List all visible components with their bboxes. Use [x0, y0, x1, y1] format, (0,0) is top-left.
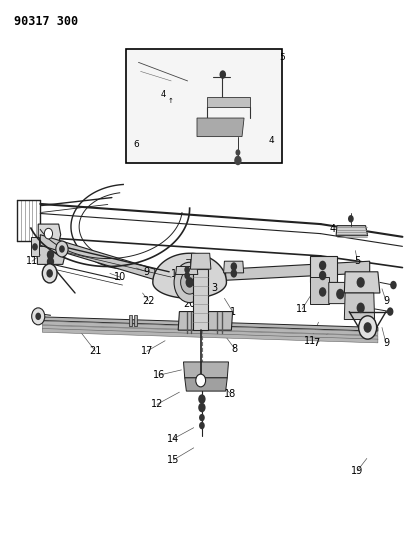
- Circle shape: [234, 156, 241, 165]
- Text: 16: 16: [153, 370, 165, 380]
- Text: 22: 22: [143, 296, 155, 306]
- Circle shape: [358, 316, 377, 339]
- Polygon shape: [207, 97, 250, 108]
- Polygon shape: [42, 325, 378, 340]
- Circle shape: [42, 264, 57, 283]
- Circle shape: [44, 228, 53, 239]
- Circle shape: [198, 403, 206, 413]
- Polygon shape: [42, 317, 378, 331]
- Text: 9: 9: [383, 338, 389, 349]
- Text: 8: 8: [232, 344, 238, 354]
- Circle shape: [363, 322, 372, 333]
- Circle shape: [387, 308, 393, 316]
- Polygon shape: [37, 246, 65, 264]
- Polygon shape: [344, 272, 380, 293]
- Bar: [126, 49, 282, 163]
- Circle shape: [56, 241, 68, 257]
- Polygon shape: [226, 261, 370, 280]
- Text: 7: 7: [314, 338, 320, 349]
- Polygon shape: [310, 256, 337, 282]
- Circle shape: [357, 303, 365, 313]
- Polygon shape: [193, 269, 208, 330]
- Text: 10: 10: [114, 272, 126, 282]
- Text: 11: 11: [26, 256, 38, 266]
- Text: ↑: ↑: [167, 98, 173, 104]
- Text: 3: 3: [211, 282, 217, 293]
- Circle shape: [357, 277, 365, 288]
- Circle shape: [184, 272, 190, 279]
- Polygon shape: [178, 312, 233, 330]
- Text: 12: 12: [151, 399, 163, 409]
- Text: 6: 6: [133, 140, 139, 149]
- Text: 20: 20: [183, 298, 196, 309]
- Text: 11: 11: [296, 304, 308, 314]
- Text: 5: 5: [279, 53, 285, 62]
- Circle shape: [180, 271, 199, 294]
- Polygon shape: [42, 328, 378, 343]
- Polygon shape: [129, 316, 132, 326]
- Circle shape: [236, 149, 240, 156]
- Circle shape: [231, 269, 237, 278]
- Polygon shape: [183, 362, 229, 378]
- Text: 21: 21: [89, 346, 102, 357]
- Text: 2: 2: [199, 322, 205, 333]
- Circle shape: [47, 250, 54, 260]
- Text: 11: 11: [304, 336, 316, 346]
- Text: 14: 14: [167, 434, 179, 444]
- Circle shape: [47, 257, 54, 266]
- Text: 17: 17: [140, 346, 153, 357]
- Text: 9: 9: [383, 296, 389, 306]
- Text: 18: 18: [225, 389, 236, 399]
- Text: 6: 6: [140, 138, 145, 147]
- Polygon shape: [153, 253, 227, 298]
- Circle shape: [390, 281, 397, 289]
- Polygon shape: [31, 237, 40, 256]
- Circle shape: [59, 245, 65, 253]
- Polygon shape: [38, 224, 61, 243]
- Text: 5: 5: [354, 256, 360, 266]
- Text: 1: 1: [229, 306, 236, 317]
- Polygon shape: [176, 266, 198, 274]
- Polygon shape: [42, 321, 378, 335]
- Text: 9: 9: [144, 267, 150, 277]
- Text: 90317 300: 90317 300: [14, 14, 78, 28]
- Circle shape: [32, 308, 45, 325]
- Circle shape: [185, 277, 194, 288]
- Text: 15: 15: [167, 455, 180, 465]
- Circle shape: [319, 261, 326, 270]
- Circle shape: [35, 313, 41, 320]
- Circle shape: [199, 414, 205, 421]
- Circle shape: [319, 271, 326, 280]
- Circle shape: [319, 287, 326, 297]
- Circle shape: [32, 243, 38, 251]
- Circle shape: [220, 70, 226, 79]
- Text: 4: 4: [330, 224, 336, 235]
- Circle shape: [184, 266, 190, 273]
- Polygon shape: [336, 225, 368, 236]
- Polygon shape: [134, 316, 137, 326]
- Polygon shape: [329, 282, 350, 304]
- Circle shape: [47, 269, 53, 278]
- Polygon shape: [310, 277, 329, 304]
- Text: 4: 4: [161, 90, 166, 99]
- Polygon shape: [344, 293, 375, 319]
- Circle shape: [231, 262, 237, 271]
- Polygon shape: [197, 118, 244, 136]
- Circle shape: [199, 422, 205, 429]
- Circle shape: [174, 262, 205, 303]
- Text: 13: 13: [171, 270, 183, 279]
- Polygon shape: [190, 253, 211, 269]
- Circle shape: [348, 215, 354, 222]
- Text: 4: 4: [268, 136, 274, 146]
- Polygon shape: [40, 235, 155, 280]
- Circle shape: [196, 374, 206, 387]
- Circle shape: [336, 289, 344, 300]
- Circle shape: [198, 394, 206, 404]
- Polygon shape: [185, 378, 227, 391]
- Polygon shape: [224, 261, 243, 273]
- Text: 19: 19: [351, 466, 363, 475]
